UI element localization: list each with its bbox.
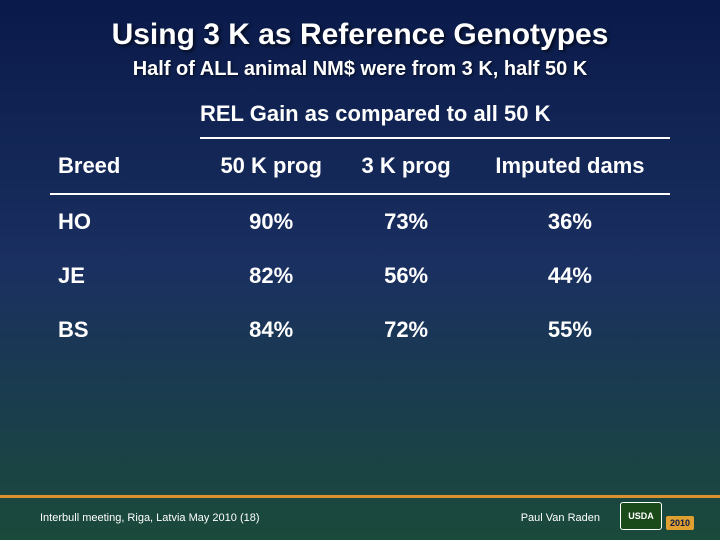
col-50k-prog: 50 K prog [200,138,342,194]
footer-logo-area: USDA 2010 [620,486,700,530]
cell-value: 73% [342,194,470,249]
rel-gain-table: Breed 50 K prog 3 K prog Imputed dams HO… [50,137,670,357]
table-row: HO 90% 73% 36% [50,194,670,249]
footer-left-text: Interbull meeting, Riga, Latvia May 2010… [40,512,260,524]
cell-value: 44% [470,249,670,303]
cell-breed: BS [50,303,200,357]
col-breed: Breed [50,138,200,194]
cell-value: 55% [470,303,670,357]
slide-title: Using 3 K as Reference Genotypes [0,0,720,58]
cell-value: 36% [470,194,670,249]
table-caption: REL Gain as compared to all 50 K [0,101,720,137]
cell-value: 82% [200,249,342,303]
table-header-row: Breed 50 K prog 3 K prog Imputed dams [50,138,670,194]
table-row: JE 82% 56% 44% [50,249,670,303]
year-badge: 2010 [666,516,694,530]
footer-right-text: Paul Van Raden [521,512,600,524]
cell-value: 56% [342,249,470,303]
col-3k-prog: 3 K prog [342,138,470,194]
footer-divider [0,495,720,498]
cell-value: 84% [200,303,342,357]
usda-logo: USDA [620,502,662,530]
cell-breed: JE [50,249,200,303]
cell-value: 90% [200,194,342,249]
table-row: BS 84% 72% 55% [50,303,670,357]
slide-subtitle: Half of ALL animal NM$ were from 3 K, ha… [0,58,720,101]
cell-value: 72% [342,303,470,357]
cell-breed: HO [50,194,200,249]
col-imputed-dams: Imputed dams [470,138,670,194]
